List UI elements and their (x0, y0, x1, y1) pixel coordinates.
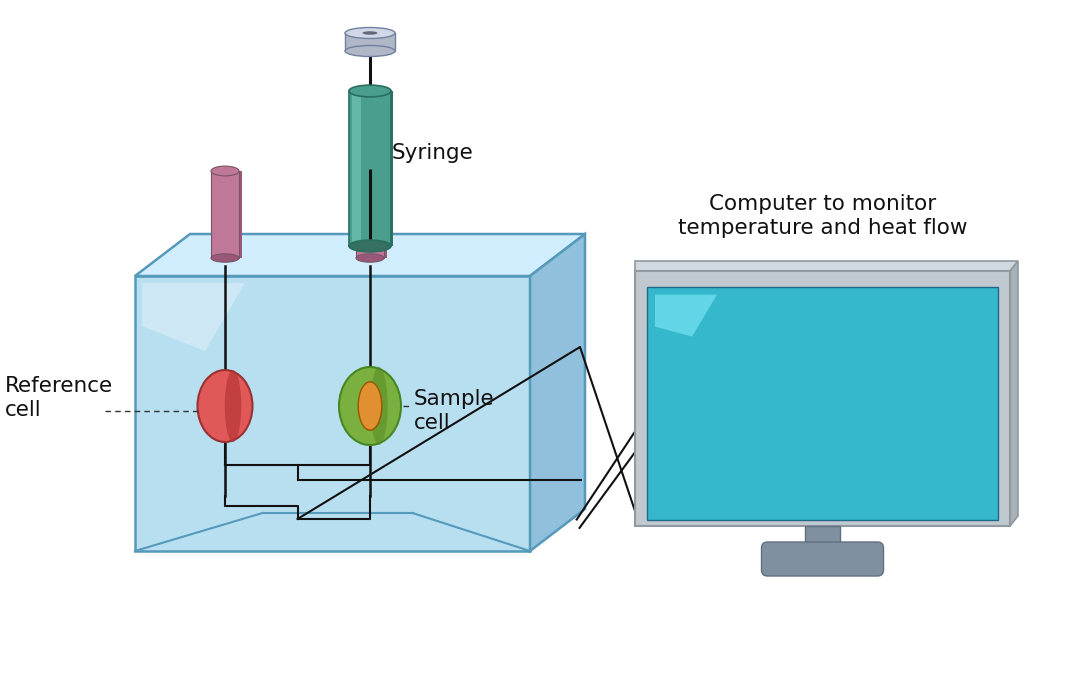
Bar (211, 171, 239, 258)
Bar (805, 526, 840, 548)
Bar (229, 171, 242, 258)
Bar (374, 91, 393, 246)
Polygon shape (655, 295, 717, 336)
Ellipse shape (370, 367, 388, 445)
Text: Sample
cell: Sample cell (414, 390, 495, 432)
Ellipse shape (356, 254, 384, 262)
Bar (374, 171, 387, 258)
Bar (349, 91, 391, 246)
Ellipse shape (349, 240, 391, 252)
Ellipse shape (358, 382, 382, 430)
Ellipse shape (211, 254, 239, 262)
Polygon shape (135, 276, 530, 551)
Text: Reference
cell: Reference cell (5, 377, 113, 419)
Polygon shape (135, 234, 585, 276)
Ellipse shape (345, 27, 395, 39)
Polygon shape (142, 283, 245, 351)
Polygon shape (530, 234, 585, 551)
Bar (635, 271, 1010, 526)
Ellipse shape (225, 370, 241, 442)
Polygon shape (1010, 261, 1018, 526)
Bar (352, 95, 361, 242)
Ellipse shape (356, 166, 384, 176)
Ellipse shape (197, 370, 253, 442)
Ellipse shape (362, 31, 377, 35)
Text: Syringe: Syringe (392, 143, 473, 163)
Ellipse shape (339, 367, 401, 445)
Ellipse shape (349, 85, 391, 97)
FancyBboxPatch shape (761, 542, 884, 576)
Text: Computer to monitor
temperature and heat flow: Computer to monitor temperature and heat… (678, 194, 967, 238)
Bar (345, 33, 395, 51)
Bar (647, 287, 998, 520)
Ellipse shape (345, 46, 395, 57)
Bar (356, 171, 384, 258)
Polygon shape (635, 261, 1018, 271)
Ellipse shape (211, 166, 239, 176)
